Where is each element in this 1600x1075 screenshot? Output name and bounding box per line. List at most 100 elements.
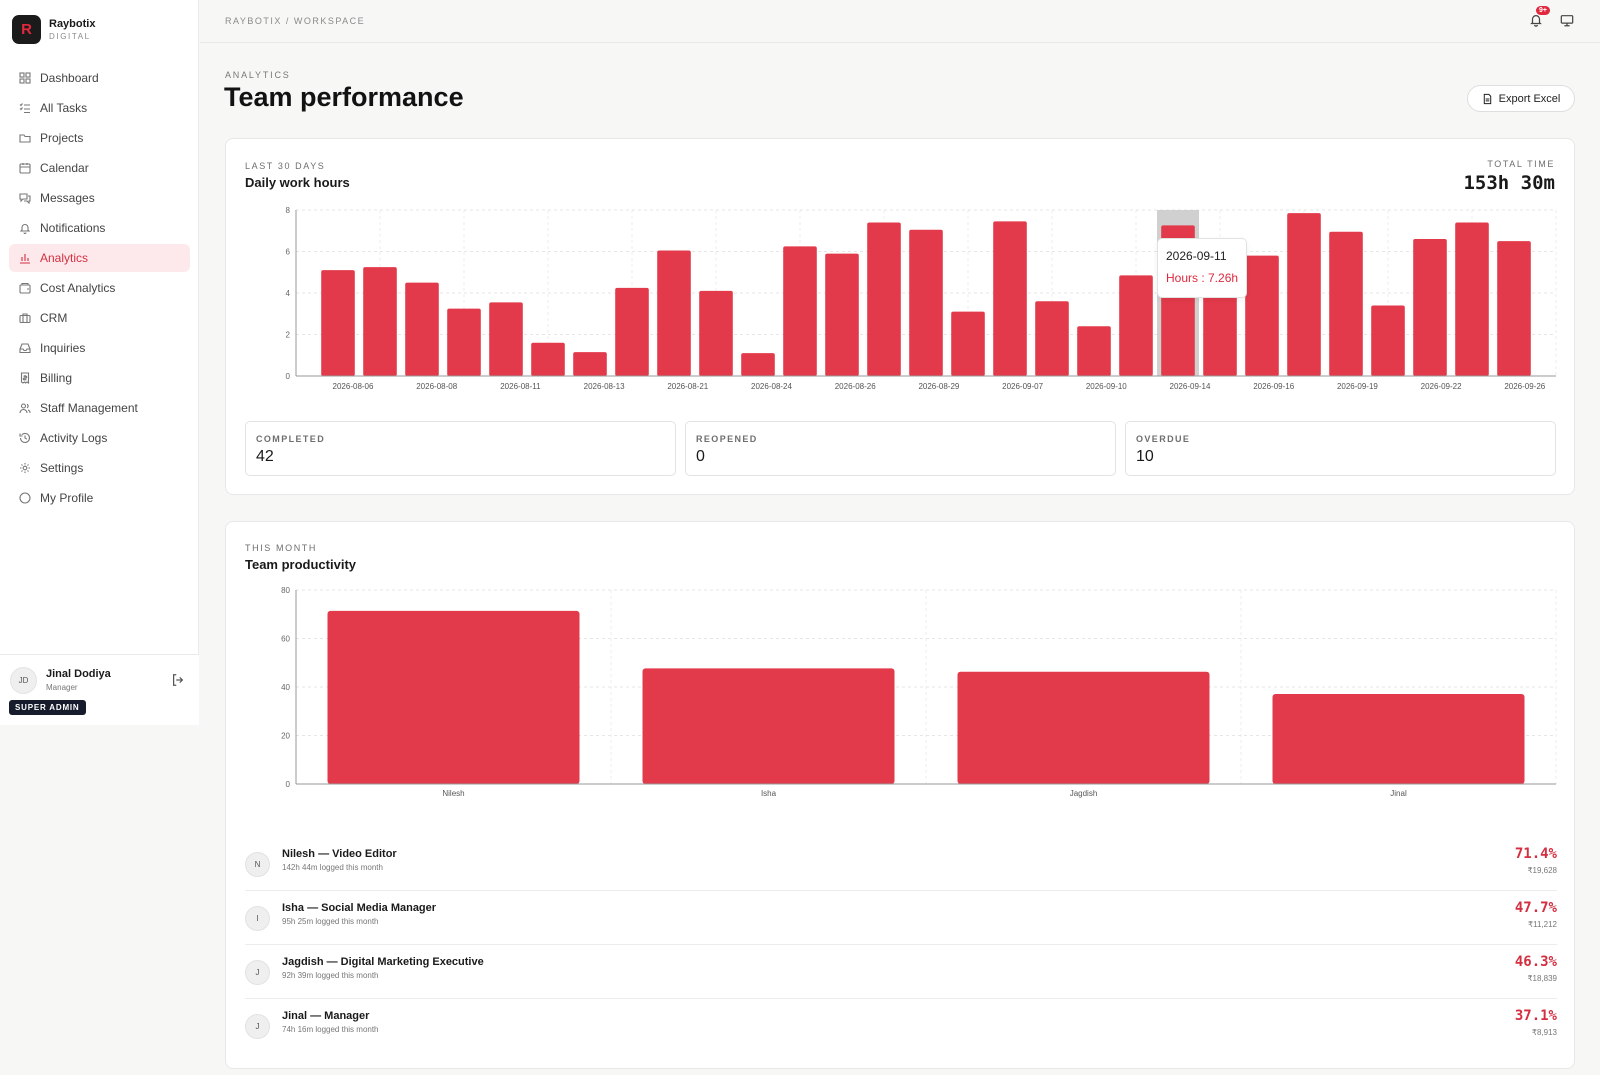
receipt-icon [19,372,31,384]
bar [363,267,397,376]
y-tick-label: 4 [286,289,291,298]
grid-icon [19,72,31,84]
sidebar-item-label: Billing [40,371,73,385]
bar [993,221,1027,376]
member-logged-time: 142h 44m logged this month [282,863,383,872]
user-name: Jinal Dodiya [46,668,111,680]
bar [615,287,649,376]
member-avatar: N [245,852,270,877]
bar-chart-icon [19,252,31,264]
sidebar-item-label: Settings [40,461,84,475]
sidebar-item-settings[interactable]: Settings [9,454,190,482]
x-tick-label: 2026-08-26 [835,382,876,391]
stat-value: 42 [256,448,274,465]
sidebar-item-inquiries[interactable]: Inquiries [9,334,190,362]
briefcase-icon [19,312,31,324]
chart-tooltip: 2026-09-11 Hours : 7.26h [1157,238,1247,298]
member-amount: ₹11,212 [1528,920,1557,929]
sidebar-item-label: All Tasks [40,101,88,115]
user-panel: JD Jinal Dodiya Manager SUPER ADMIN [0,654,199,725]
bar [1287,213,1321,376]
daily-hours-card: LAST 30 DAYS Daily work hours TOTAL TIME… [225,138,1575,495]
x-tick-label: 2026-08-29 [918,382,959,391]
member-list: N Nilesh — Video Editor 142h 44m logged th… [245,837,1557,1053]
y-tick-label: 8 [286,206,291,215]
bar [657,250,691,376]
file-icon [1482,93,1493,105]
sidebar-item-projects[interactable]: Projects [9,124,190,152]
monitor-icon[interactable] [1560,14,1574,27]
bell-icon[interactable] [1529,13,1543,27]
daily-title: Daily work hours [245,175,350,190]
sidebar-item-crm[interactable]: CRM [9,304,190,332]
gear-icon [19,462,31,474]
export-excel-button[interactable]: Export Excel [1467,85,1575,112]
page-title: Team performance [224,82,464,112]
stat-completed: COMPLETED 42 [245,421,676,476]
x-tick-label: 2026-08-13 [584,382,625,391]
brand[interactable]: R Raybotix DIGITAL [12,15,95,44]
member-amount: ₹8,913 [1531,1028,1557,1037]
sidebar-item-all-tasks[interactable]: All Tasks [9,94,190,122]
sidebar-item-label: Notifications [40,221,106,235]
bell-icon [19,222,31,234]
message-icon [19,192,31,204]
notification-count-badge: 9+ [1536,6,1550,15]
x-tick-label: 2026-08-06 [333,382,374,391]
bar [405,282,439,376]
bar [1035,301,1069,376]
brand-logo: R [12,15,41,44]
bar [1329,231,1363,376]
productivity-eyebrow: THIS MONTH [245,543,317,553]
member-name: Nilesh — Video Editor [282,848,397,860]
x-tick-label: 2026-09-26 [1504,382,1545,391]
logout-icon[interactable] [171,673,185,687]
bar [951,311,985,376]
x-tick-label: 2026-09-19 [1337,382,1378,391]
x-tick-label: 2026-09-07 [1002,382,1043,391]
list-item[interactable]: I Isha — Social Media Manager 95h 25m logg… [245,891,1557,945]
sidebar: R Raybotix DIGITAL Dashboard All Tasks Pro… [0,0,199,725]
sidebar-item-label: Messages [40,191,95,205]
y-tick-label: 40 [281,683,290,692]
bar [699,290,733,376]
avatar-jd-icon [19,492,31,504]
y-tick-label: 6 [286,248,291,257]
sidebar-item-analytics[interactable]: Analytics [9,244,190,272]
member-avatar: I [245,906,270,931]
sidebar-item-dashboard[interactable]: Dashboard [9,64,190,92]
x-tick-label: 2026-08-24 [751,382,792,391]
sidebar-item-activity-logs[interactable]: Activity Logs [9,424,190,452]
team-productivity-chart[interactable]: 0 20 40 60 80 Nilesh Isha Jagdish Jinal [226,582,1576,812]
bar [783,246,817,376]
bar [531,342,565,376]
x-tick-label: Jinal [1390,789,1407,798]
inbox-icon [19,342,31,354]
sidebar-item-label: Analytics [40,251,89,265]
sidebar-item-calendar[interactable]: Calendar [9,154,190,182]
member-avatar: J [245,1014,270,1039]
sidebar-item-cost-analytics[interactable]: Cost Analytics [9,274,190,302]
page-eyebrow: ANALYTICS [225,70,291,80]
sidebar-item-my-profile[interactable]: My Profile [9,484,190,512]
sidebar-item-billing[interactable]: Billing [9,364,190,392]
role-badge: SUPER ADMIN [9,700,86,715]
sidebar-item-label: Inquiries [40,341,86,355]
sidebar-item-staff-management[interactable]: Staff Management [9,394,190,422]
list-item[interactable]: J Jagdish — Digital Marketing Executive 92… [245,945,1557,999]
sidebar-nav: Dashboard All Tasks Projects Calendar Messag… [9,64,190,514]
sidebar-item-messages[interactable]: Messages [9,184,190,212]
breadcrumb: RAYBOTIX / WORKSPACE [225,16,366,26]
sidebar-item-label: CRM [40,311,68,325]
bar [1413,239,1447,376]
y-tick-label: 80 [281,586,290,595]
avatar[interactable]: JD [10,667,37,694]
list-item[interactable]: J Jinal — Manager 74h 16m logged this mont… [245,999,1557,1053]
sidebar-item-notifications[interactable]: Notifications [9,214,190,242]
y-tick-label: 0 [286,780,291,789]
bar [957,671,1210,784]
member-avatar: J [245,960,270,985]
list-item[interactable]: N Nilesh — Video Editor 142h 44m logged th… [245,837,1557,891]
daily-hours-chart[interactable]: 0 2 4 6 8 2026-08-06 2026-08-08 2026-08-11 2026-… [226,202,1576,397]
stat-reopened: REOPENED 0 [685,421,1116,476]
